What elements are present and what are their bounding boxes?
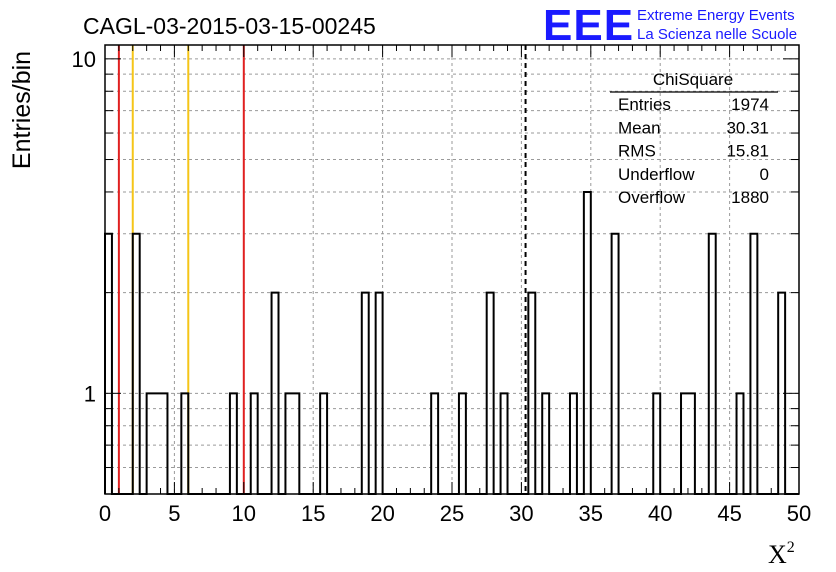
stats-row-value: 0 — [760, 165, 769, 184]
stats-row-value: 1880 — [731, 188, 769, 207]
x-tick-label: 45 — [717, 501, 741, 526]
eee-logo-mark: EEE — [543, 1, 634, 50]
stats-row-value: 30.31 — [726, 118, 769, 137]
histogram-bin — [584, 192, 591, 494]
stats-row-label: RMS — [618, 142, 656, 161]
stats-box-title: ChiSquare — [653, 70, 733, 89]
eee-logo: EEE Extreme Energy Events La Scienza nel… — [543, 1, 797, 50]
x-tick-label: 20 — [370, 501, 394, 526]
stats-row-label: Overflow — [618, 188, 686, 207]
histogram-bins — [105, 192, 785, 494]
x-tick-label: 35 — [579, 501, 603, 526]
x-tick-label: 40 — [648, 501, 672, 526]
histogram-bin — [105, 234, 112, 494]
y-axis-label: Entries/bin — [8, 51, 36, 169]
x-tick-label: 50 — [787, 501, 811, 526]
x-tick-label: 15 — [301, 501, 325, 526]
histogram-bin — [612, 234, 619, 494]
x-axis-label: X2 — [768, 539, 795, 569]
stats-box-rows: Entries 1974 Mean 30.31 RMS 15.81 Underflow 0 Ov… — [618, 95, 769, 207]
axis-ticks: 0 5 10 15 20 25 30 35 40 45 50 1 10 — [72, 45, 811, 526]
stats-row-value: 15.81 — [726, 142, 769, 161]
x-tick-label: 25 — [440, 501, 464, 526]
stats-row-label: Mean — [618, 118, 661, 137]
y-tick-label: 10 — [72, 47, 96, 72]
x-tick-label: 5 — [168, 501, 180, 526]
x-tick-label: 0 — [99, 501, 111, 526]
logo-line-2: La Scienza nelle Scuole — [637, 26, 797, 43]
stats-row-value: 1974 — [731, 95, 769, 114]
x-tick-label: 30 — [509, 501, 533, 526]
stats-row-label: Underflow — [618, 165, 695, 184]
x-tick-label: 10 — [232, 501, 256, 526]
histogram-bin — [750, 234, 757, 494]
chart-title: CAGL-03-2015-03-15-00245 — [83, 13, 376, 39]
y-tick-label: 1 — [84, 381, 96, 406]
histogram-bin — [709, 234, 716, 494]
histogram-bin — [133, 234, 140, 494]
logo-line-1: Extreme Energy Events — [637, 7, 795, 24]
reference-lines — [117, 45, 527, 494]
stats-row-label: Entries — [618, 95, 671, 114]
stats-box: ChiSquare Entries 1974 Mean 30.31 RMS 15.81 Un… — [610, 70, 778, 207]
